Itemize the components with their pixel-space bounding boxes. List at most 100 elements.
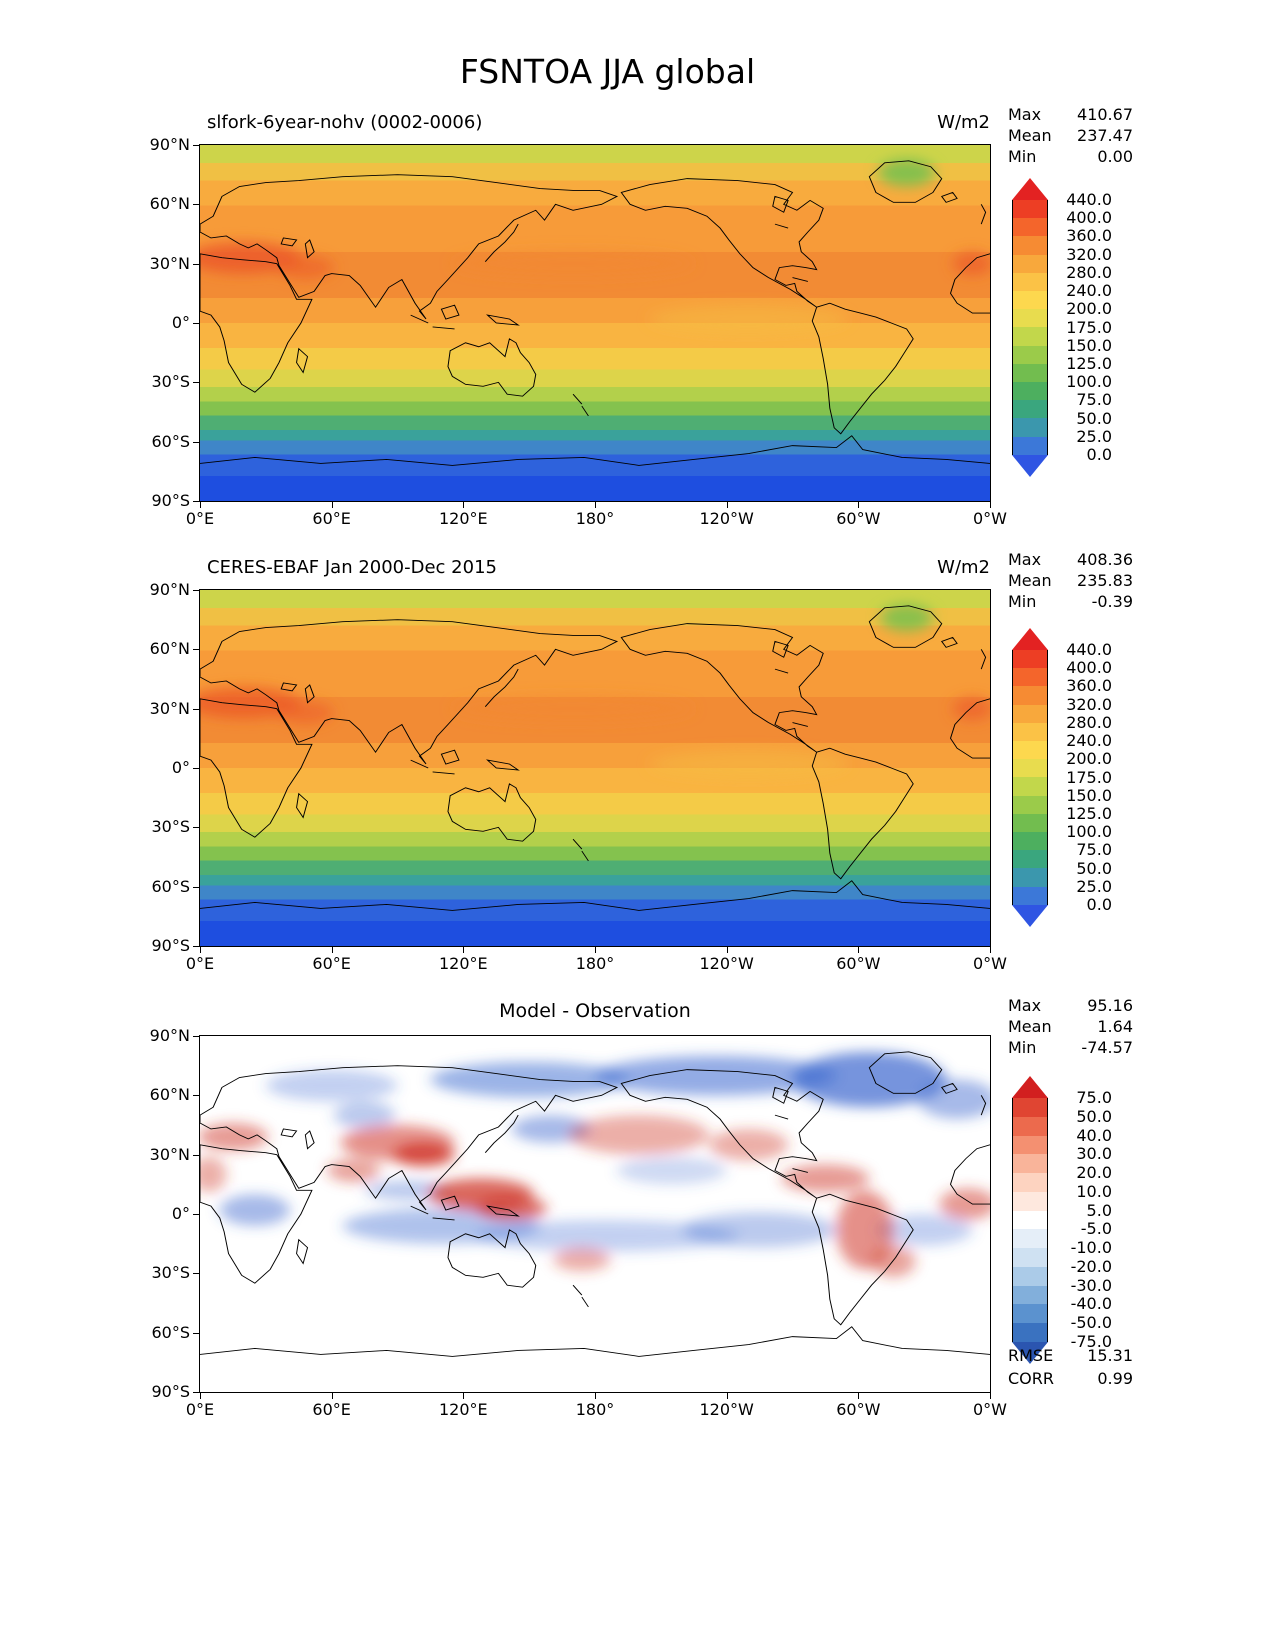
- lat-axis-label: 90°N: [149, 135, 190, 154]
- y-axis-tick: [193, 649, 199, 651]
- y-axis-tick: [193, 263, 199, 265]
- colorbar-tick-label: 150.0: [1066, 785, 1112, 805]
- stat-label: Mean: [1008, 126, 1052, 145]
- map-feature-region: [952, 251, 990, 276]
- colorbar-tick-label: 125.0: [1066, 803, 1112, 823]
- colorbar-band: [1013, 1266, 1047, 1286]
- lat-axis-label: 90°S: [151, 936, 190, 955]
- colorbar-tick-label: 50.0: [1076, 858, 1112, 878]
- colorbar-band: [1013, 400, 1047, 419]
- lon-axis-label: 120°W: [699, 1400, 754, 1419]
- map-observation: [199, 589, 991, 947]
- x-axis-tick: [200, 1393, 201, 1399]
- anomaly-region: [568, 1115, 710, 1155]
- colorbar-cap-bottom: [1012, 455, 1048, 477]
- colorbar-band: [1013, 759, 1047, 778]
- y-axis-tick: [193, 1392, 199, 1393]
- lon-axis-label: 0°E: [185, 954, 215, 973]
- colorbar-tick-label: 30.0: [1076, 1144, 1112, 1164]
- corr-row: CORR 0.99: [1008, 1367, 1133, 1390]
- colorbar-tick-label: 280.0: [1066, 262, 1112, 282]
- colorbar-tick-label: 360.0: [1066, 226, 1112, 246]
- stat-value: 410.67: [1077, 105, 1133, 124]
- lon-axis-label: 120°W: [699, 954, 754, 973]
- colorbar-tick-label: 75.0: [1076, 390, 1112, 410]
- colorbar-tick-label: 240.0: [1066, 281, 1112, 301]
- stat-row-mean: Mean 235.83: [1008, 570, 1133, 591]
- map-feature-region: [880, 603, 933, 632]
- colorbar-band: [1013, 218, 1047, 237]
- colorbar-body: [1012, 650, 1048, 905]
- colorbar-tick-label: 200.0: [1066, 299, 1112, 319]
- rmse-value: 15.31: [1087, 1346, 1133, 1365]
- map-feature-region: [276, 255, 334, 280]
- lat-axis-label: 0°: [171, 1204, 190, 1223]
- colorbar-cap-top: [1012, 178, 1048, 200]
- y-axis-tick: [193, 1332, 199, 1334]
- lat-axis-label: 60°S: [151, 431, 190, 451]
- stat-label: Min: [1008, 1038, 1037, 1057]
- colorbar-band: [1013, 795, 1047, 814]
- colorbar-tick-label: -30.0: [1070, 1275, 1112, 1295]
- anomaly-region: [875, 1214, 973, 1246]
- x-axis-tick: [858, 1393, 860, 1399]
- colorbar-band: [1013, 1173, 1047, 1192]
- lon-axis-label: 0°W: [973, 509, 1007, 528]
- colorbar-tick-label: -5.0: [1080, 1219, 1112, 1239]
- colorbar-band: [1013, 868, 1047, 887]
- lat-axis-label: 90°N: [149, 1026, 190, 1045]
- y-axis-tick: [193, 204, 199, 206]
- lat-axis-label: 30°N: [149, 1144, 190, 1164]
- lon-axis-label: 60°E: [312, 509, 351, 528]
- colorbar-band: [1013, 704, 1047, 723]
- colorbar-tick-label: 100.0: [1066, 372, 1112, 392]
- lat-axis-label: 30°S: [151, 817, 190, 837]
- colorbar-difference: 75.0 50.0 40.0 30.0 20.0 10.0 5.0 -5.0 -10.0 -20.…: [1012, 1076, 1122, 1364]
- coastlines: [200, 160, 990, 466]
- x-axis-tick: [726, 1393, 728, 1399]
- panel-1-units-label: W/m2: [937, 112, 990, 133]
- y-axis-tick: [193, 1095, 199, 1097]
- anomaly-region: [939, 1188, 990, 1220]
- colorbar-tick-label: 400.0: [1066, 658, 1112, 678]
- anomaly-region: [393, 1142, 455, 1167]
- map-feature-region: [200, 686, 301, 719]
- map-feature-region: [452, 249, 694, 278]
- y-axis-tick: [193, 590, 199, 591]
- colorbar-tick-label: 20.0: [1076, 1163, 1112, 1183]
- colorbar-tick-label: 40.0: [1076, 1125, 1112, 1145]
- lon-axis-label: 180°: [575, 509, 615, 528]
- colorbar-tick-label: 200.0: [1066, 749, 1112, 769]
- stat-label: Max: [1008, 550, 1042, 569]
- colorbar-tick-label: 25.0: [1076, 426, 1112, 446]
- colorbar-band: [1013, 813, 1047, 833]
- colorbar-tick-label: 0.0: [1086, 445, 1112, 464]
- coastlines: [200, 605, 990, 911]
- map-fill: [200, 145, 990, 501]
- panel-1-stats-block: Max 410.67 Mean 237.47 Min 0.00: [1008, 104, 1133, 167]
- panel-1-title: slfork-6year-nohv (0002-0006): [207, 112, 483, 133]
- stat-row-mean: Mean 237.47: [1008, 125, 1133, 146]
- lon-axis-label: 60°E: [312, 1400, 351, 1419]
- panel-3-title: Model - Observation: [499, 1000, 691, 1022]
- anomaly-region: [430, 1061, 628, 1098]
- colorbar-band: [1013, 236, 1047, 255]
- colorbar-tick-label: -50.0: [1070, 1313, 1112, 1333]
- y-axis-tick: [193, 1273, 199, 1275]
- map-feature-region: [276, 700, 334, 725]
- colorbar-band: [1013, 1229, 1047, 1249]
- x-axis-tick: [858, 502, 860, 508]
- colorbar-tick-label: -20.0: [1070, 1256, 1112, 1276]
- colorbar-band: [1013, 345, 1047, 364]
- panel-2-title: CERES-EBAF Jan 2000-Dec 2015: [207, 557, 497, 578]
- colorbar-band: [1013, 254, 1047, 273]
- colorbar-tick-label: 280.0: [1066, 712, 1112, 732]
- lon-axis-label: 120°E: [439, 509, 488, 528]
- lon-axis-label: 60°W: [836, 954, 881, 973]
- stat-value: -0.39: [1091, 592, 1133, 611]
- lon-axis-label: 0°E: [185, 509, 215, 528]
- colorbar-band: [1013, 650, 1047, 669]
- colorbar-band: [1013, 1135, 1047, 1155]
- colorbar-band: [1013, 1285, 1047, 1305]
- colorbar-band: [1013, 1304, 1047, 1324]
